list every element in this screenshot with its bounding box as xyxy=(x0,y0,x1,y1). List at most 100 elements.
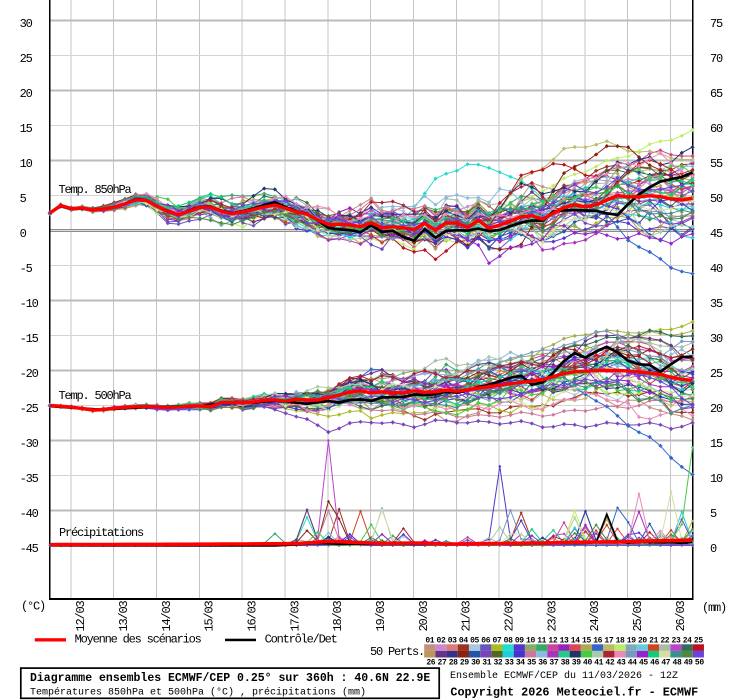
svg-text:55: 55 xyxy=(710,157,723,171)
svg-text:Copyright 2026 Meteociel.fr -: Copyright 2026 Meteociel.fr - ECMWF xyxy=(450,685,698,699)
svg-text:Diagramme ensembles ECMWF/CEP: Diagramme ensembles ECMWF/CEP 0.25° sur … xyxy=(30,672,430,685)
svg-text:50: 50 xyxy=(710,192,723,206)
svg-text:Moyenne des scénarios: Moyenne des scénarios xyxy=(75,633,202,647)
svg-text:12: 12 xyxy=(548,636,557,645)
svg-text:60: 60 xyxy=(710,122,723,136)
svg-text:39: 39 xyxy=(572,658,581,667)
svg-text:15: 15 xyxy=(710,437,723,451)
svg-text:18/03: 18/03 xyxy=(331,600,345,631)
svg-text:48: 48 xyxy=(673,658,682,667)
svg-text:20: 20 xyxy=(20,87,33,101)
svg-text:-35: -35 xyxy=(20,472,39,486)
svg-text:17/03: 17/03 xyxy=(288,600,302,631)
svg-text:19: 19 xyxy=(627,636,636,645)
svg-text:35: 35 xyxy=(527,658,536,667)
svg-text:30: 30 xyxy=(710,332,723,346)
svg-text:Températures 850hPa et 500hPa: Températures 850hPa et 500hPa (°C) , pré… xyxy=(30,687,366,699)
svg-text:18: 18 xyxy=(616,636,625,645)
svg-text:25/03: 25/03 xyxy=(631,600,645,631)
svg-text:75: 75 xyxy=(710,17,723,31)
svg-text:12/03: 12/03 xyxy=(74,600,88,631)
svg-text:23: 23 xyxy=(672,636,681,645)
svg-text:36: 36 xyxy=(538,658,547,667)
svg-text:-15: -15 xyxy=(20,332,39,346)
svg-text:16/03: 16/03 xyxy=(246,600,260,631)
svg-text:44: 44 xyxy=(628,658,637,667)
svg-text:10: 10 xyxy=(20,157,33,171)
svg-text:70: 70 xyxy=(710,52,723,66)
svg-text:22: 22 xyxy=(660,636,669,645)
svg-text:14: 14 xyxy=(571,636,580,645)
svg-text:37: 37 xyxy=(549,658,558,667)
svg-text:33: 33 xyxy=(505,658,514,667)
svg-text:38: 38 xyxy=(561,658,570,667)
svg-text:(°C): (°C) xyxy=(21,600,45,614)
svg-text:Temp. 500hPa: Temp. 500hPa xyxy=(59,389,132,403)
svg-text:27: 27 xyxy=(438,658,447,667)
svg-text:35: 35 xyxy=(710,297,723,311)
svg-text:13: 13 xyxy=(560,636,569,645)
svg-text:20/03: 20/03 xyxy=(417,600,431,631)
svg-text:65: 65 xyxy=(710,87,723,101)
svg-text:24: 24 xyxy=(683,636,692,645)
svg-text:17: 17 xyxy=(604,636,613,645)
svg-text:10: 10 xyxy=(526,636,535,645)
svg-text:5: 5 xyxy=(710,507,717,521)
svg-text:14/03: 14/03 xyxy=(160,600,174,631)
svg-text:19/03: 19/03 xyxy=(374,600,388,631)
svg-text:Temp. 850hPa: Temp. 850hPa xyxy=(59,183,132,197)
svg-text:26: 26 xyxy=(426,658,435,667)
svg-text:50 Perts.: 50 Perts. xyxy=(370,645,424,659)
svg-text:01: 01 xyxy=(425,636,434,645)
svg-text:13/03: 13/03 xyxy=(117,600,131,631)
svg-text:21/03: 21/03 xyxy=(460,600,474,631)
svg-text:02: 02 xyxy=(437,636,446,645)
svg-text:42: 42 xyxy=(605,658,614,667)
svg-text:49: 49 xyxy=(684,658,693,667)
svg-text:15: 15 xyxy=(582,636,591,645)
svg-text:46: 46 xyxy=(650,658,659,667)
svg-text:47: 47 xyxy=(661,658,670,667)
svg-text:22/03: 22/03 xyxy=(503,600,517,631)
svg-text:09: 09 xyxy=(515,636,524,645)
svg-text:34: 34 xyxy=(516,658,525,667)
svg-text:-25: -25 xyxy=(20,402,39,416)
svg-text:41: 41 xyxy=(594,658,603,667)
svg-text:45: 45 xyxy=(710,227,723,241)
svg-text:05: 05 xyxy=(470,636,479,645)
svg-text:15/03: 15/03 xyxy=(203,600,217,631)
svg-text:0: 0 xyxy=(710,542,717,556)
svg-text:Contrôle/Det: Contrôle/Det xyxy=(265,633,337,647)
svg-text:40: 40 xyxy=(583,658,592,667)
svg-text:-45: -45 xyxy=(20,542,39,556)
svg-text:03: 03 xyxy=(448,636,457,645)
svg-text:(mm): (mm) xyxy=(702,601,726,615)
svg-text:20: 20 xyxy=(638,636,647,645)
svg-text:25: 25 xyxy=(20,52,33,66)
svg-text:11: 11 xyxy=(537,636,546,645)
svg-text:32: 32 xyxy=(493,658,502,667)
svg-text:-30: -30 xyxy=(20,437,39,451)
svg-text:23/03: 23/03 xyxy=(545,600,559,631)
svg-text:20: 20 xyxy=(710,402,723,416)
svg-text:25: 25 xyxy=(694,636,703,645)
svg-text:45: 45 xyxy=(639,658,648,667)
svg-text:25: 25 xyxy=(710,367,723,381)
svg-text:16: 16 xyxy=(593,636,602,645)
svg-text:07: 07 xyxy=(492,636,501,645)
svg-text:5: 5 xyxy=(20,192,27,206)
svg-text:28: 28 xyxy=(449,658,458,667)
svg-text:Précipitations: Précipitations xyxy=(59,526,144,540)
svg-text:-40: -40 xyxy=(20,507,39,521)
svg-text:30: 30 xyxy=(20,17,33,31)
svg-text:-5: -5 xyxy=(20,262,33,276)
svg-text:26/03: 26/03 xyxy=(674,600,688,631)
svg-text:50: 50 xyxy=(695,658,704,667)
svg-text:08: 08 xyxy=(504,636,513,645)
svg-text:21: 21 xyxy=(649,636,658,645)
svg-text:43: 43 xyxy=(617,658,626,667)
svg-text:24/03: 24/03 xyxy=(588,600,602,631)
svg-text:29: 29 xyxy=(460,658,469,667)
svg-text:10: 10 xyxy=(710,472,723,486)
svg-text:40: 40 xyxy=(710,262,723,276)
